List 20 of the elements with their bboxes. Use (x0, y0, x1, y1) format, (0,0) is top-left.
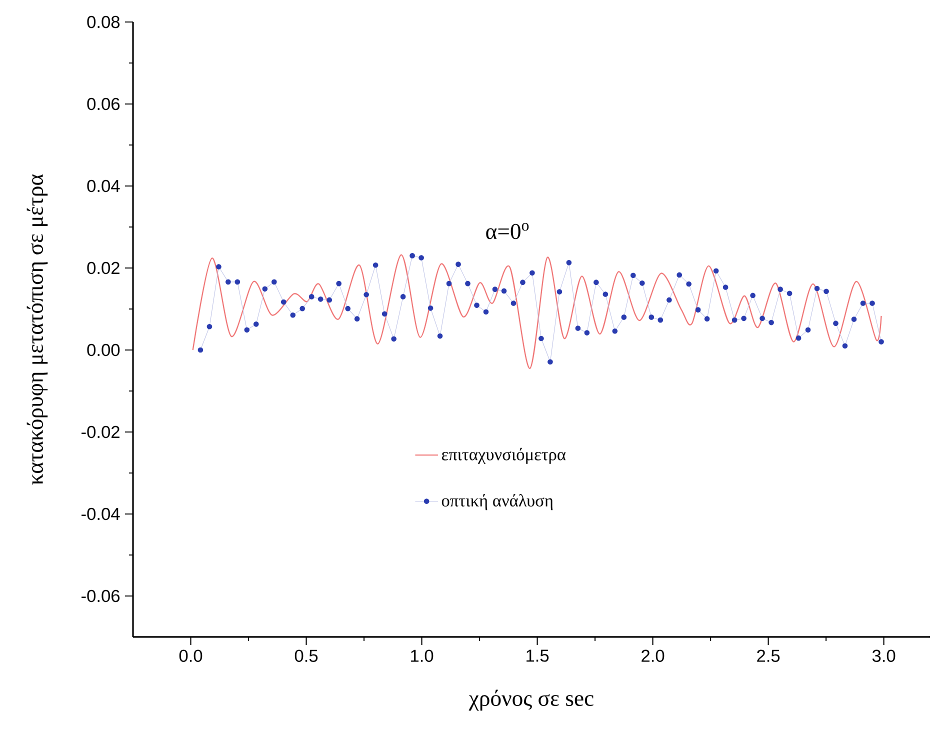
y-tick-label: 0.00 (87, 344, 120, 356)
legend-label: επιταχυνσιόμετρα (442, 448, 566, 464)
y-tick-label: 0.04 (87, 180, 120, 192)
x-tick-label: 2.5 (757, 650, 780, 662)
x-tick-label: 0.5 (294, 650, 318, 662)
y-tick-label: -0.04 (82, 508, 120, 520)
y-tick-label: 0.02 (87, 262, 120, 274)
x-axis-title: χρόνος σε sec (468, 690, 594, 711)
y-tick-label: -0.06 (82, 590, 120, 602)
x-tick-label: 1.5 (526, 650, 549, 662)
y-axis-title: κατακόρυφη μετατόπιση σε μέτρα (26, 174, 48, 485)
y-tick-label: 0.06 (87, 98, 120, 110)
x-tick-label: 3.0 (872, 650, 896, 662)
annotation: α=0$^{o}$ (486, 223, 529, 240)
x-tick-label: 2.0 (642, 650, 664, 662)
y-tick-label: -0.02 (82, 426, 120, 438)
legend-label: οπτική ανάλυση (442, 494, 553, 510)
x-tick-label: 0.0 (179, 650, 202, 662)
x-tick-label: 1.0 (411, 650, 434, 662)
y-tick-label: 0.08 (87, 16, 120, 28)
